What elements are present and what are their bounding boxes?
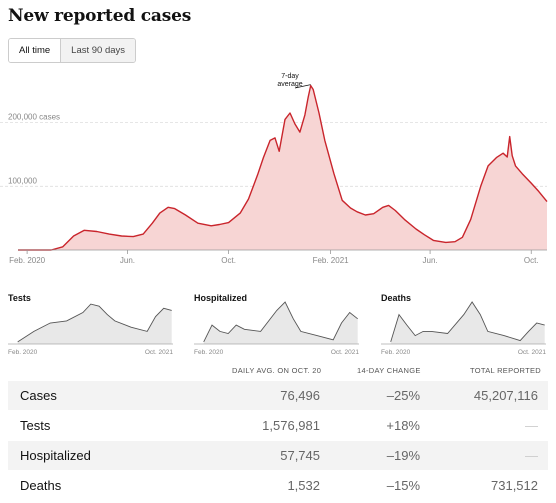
header-change: 14-DAY CHANGE [357, 366, 421, 375]
row-daily: 57,745 [280, 448, 320, 463]
time-range-toggle: All time Last 90 days [8, 38, 137, 63]
row-change: –25% [386, 388, 420, 403]
mini-line [390, 301, 545, 343]
y-tick-label: 100,000 [8, 176, 37, 185]
cases-chart: Feb. 2020 Jun. Oct. Feb. 2021 Jun. Oct. 200,0… [0, 73, 548, 265]
annotation: 7-day average [277, 73, 311, 89]
row-daily: 1,576,981 [262, 418, 320, 433]
hospitalized-title: Hospitalized [194, 293, 248, 303]
annotation-label-1: 7-day [281, 73, 299, 80]
mini-line [17, 303, 172, 343]
mini-x-start: Feb. 2020 [194, 349, 224, 356]
table-row-hospitalized: Hospitalized 57,745 –19% — [8, 441, 548, 470]
row-change: –19% [386, 448, 420, 463]
cases-line [18, 84, 548, 251]
page-title: New reported cases [8, 6, 192, 26]
x-tick-label: Feb. 2021 [313, 256, 350, 265]
row-label: Hospitalized [20, 448, 91, 463]
tests-mini-chart: Feb. 2020 Oct. 2021 [8, 303, 174, 356]
hospitalized-mini-chart: Feb. 2020 Oct. 2021 [194, 301, 360, 356]
header-daily: DAILY AVG. ON OCT. 20 [232, 366, 322, 375]
deaths-mini-chart: Feb. 2020 Oct. 2021 [381, 301, 547, 356]
row-total: — [525, 418, 538, 433]
row-total: — [525, 448, 538, 463]
annotation-leader [294, 84, 311, 89]
x-tick-label: Jun. [120, 256, 135, 265]
mini-x-start: Feb. 2020 [381, 349, 411, 356]
row-label: Deaths [20, 478, 62, 493]
mini-x-start: Feb. 2020 [8, 349, 38, 356]
header-total: TOTAL REPORTED [470, 366, 542, 375]
last-90-days-button[interactable]: Last 90 days [60, 39, 136, 62]
mini-area [203, 302, 358, 344]
row-daily: 76,496 [280, 388, 320, 403]
row-label: Tests [20, 418, 51, 433]
cases-plot [18, 84, 548, 251]
row-daily: 1,532 [287, 478, 320, 493]
annotation-label-2: average [277, 81, 302, 88]
y-axis: 200,000 cases 100,000 [8, 113, 60, 186]
row-change: –15% [386, 478, 420, 493]
mini-x-end: Oct. 2021 [331, 349, 360, 356]
tests-title: Tests [8, 293, 31, 303]
row-total: 45,207,116 [473, 388, 538, 403]
table-row-cases: Cases 76,496 –25% 45,207,116 [8, 381, 548, 410]
x-tick-label: Oct. [221, 256, 236, 265]
cases-area [18, 85, 547, 250]
table-row-tests: Tests 1,576,981 +18% — [8, 411, 548, 440]
deaths-title: Deaths [381, 293, 412, 303]
x-tick-label: Feb. 2020 [9, 256, 46, 265]
mini-area [17, 304, 172, 344]
mini-area [390, 302, 545, 344]
y-tick-label: 200,000 cases [8, 113, 60, 122]
mini-x-end: Oct. 2021 [145, 349, 174, 356]
row-change: +18% [386, 418, 420, 433]
row-label: Cases [20, 388, 57, 403]
mini-x-end: Oct. 2021 [518, 349, 547, 356]
x-tick-label: Jun. [423, 256, 438, 265]
grid [0, 122, 547, 187]
all-time-button[interactable]: All time [9, 39, 61, 62]
x-tick-label: Oct. [524, 256, 539, 265]
table-row-deaths: Deaths 1,532 –15% 731,512 [8, 471, 548, 500]
row-total: 731,512 [491, 478, 538, 493]
x-axis: Feb. 2020 Jun. Oct. Feb. 2021 Jun. Oct. [9, 250, 539, 265]
mini-line [203, 301, 358, 343]
